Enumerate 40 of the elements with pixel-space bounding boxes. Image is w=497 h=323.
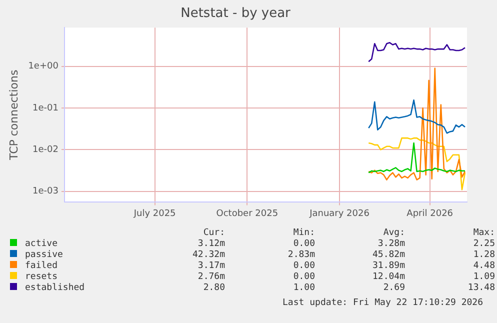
text: 2.80 <box>202 283 225 294</box>
chart-title: Netstat - by year <box>180 6 292 22</box>
text: 31.89m <box>371 261 405 272</box>
text: 13.48 <box>466 283 495 294</box>
text: 42.32m <box>191 250 225 261</box>
x-tick-label: October 2025 <box>216 208 278 219</box>
text: 3.17m <box>196 261 225 272</box>
x-tick-label: January 2026 <box>308 208 370 219</box>
legend-label: passive <box>24 250 64 261</box>
legend-label: failed <box>24 261 59 272</box>
text: 3.12m <box>196 239 225 250</box>
text: 4.48 <box>472 261 495 272</box>
text: 0.00 <box>292 239 315 250</box>
y-tick-label: 1e-01 <box>32 103 58 114</box>
text: Max: <box>472 228 495 239</box>
text: Min: <box>292 228 315 239</box>
legend-label: active <box>24 239 59 250</box>
text: 2.25 <box>472 239 495 250</box>
y-tick-label: 1e-02 <box>32 145 58 156</box>
text: 1.00 <box>292 283 315 294</box>
text: 12.04m <box>371 272 405 283</box>
y-axis-title: TCP connections <box>7 70 20 162</box>
text: 3.28m <box>376 239 405 250</box>
x-tick-label: April 2026 <box>406 208 454 219</box>
y-tick-label: 1e-03 <box>32 186 58 197</box>
text: 1.09 <box>472 272 495 283</box>
text: Avg: <box>382 228 405 239</box>
text: 2.83m <box>286 250 315 261</box>
text: 2.69 <box>382 283 405 294</box>
x-tick-label: July 2025 <box>132 208 176 219</box>
text: 45.82m <box>371 250 405 261</box>
y-tick-label: 1e+00 <box>28 62 59 72</box>
text: Last update: Fri May 22 17:10:29 2026 <box>282 298 483 309</box>
legend-label: resets <box>24 272 59 283</box>
text: Cur: <box>202 228 225 239</box>
text: 2.76m <box>196 272 225 283</box>
text: 1.28 <box>472 250 495 261</box>
text: 0.00 <box>292 272 315 283</box>
text: 0.00 <box>292 261 315 272</box>
legend-label: established <box>24 283 86 294</box>
